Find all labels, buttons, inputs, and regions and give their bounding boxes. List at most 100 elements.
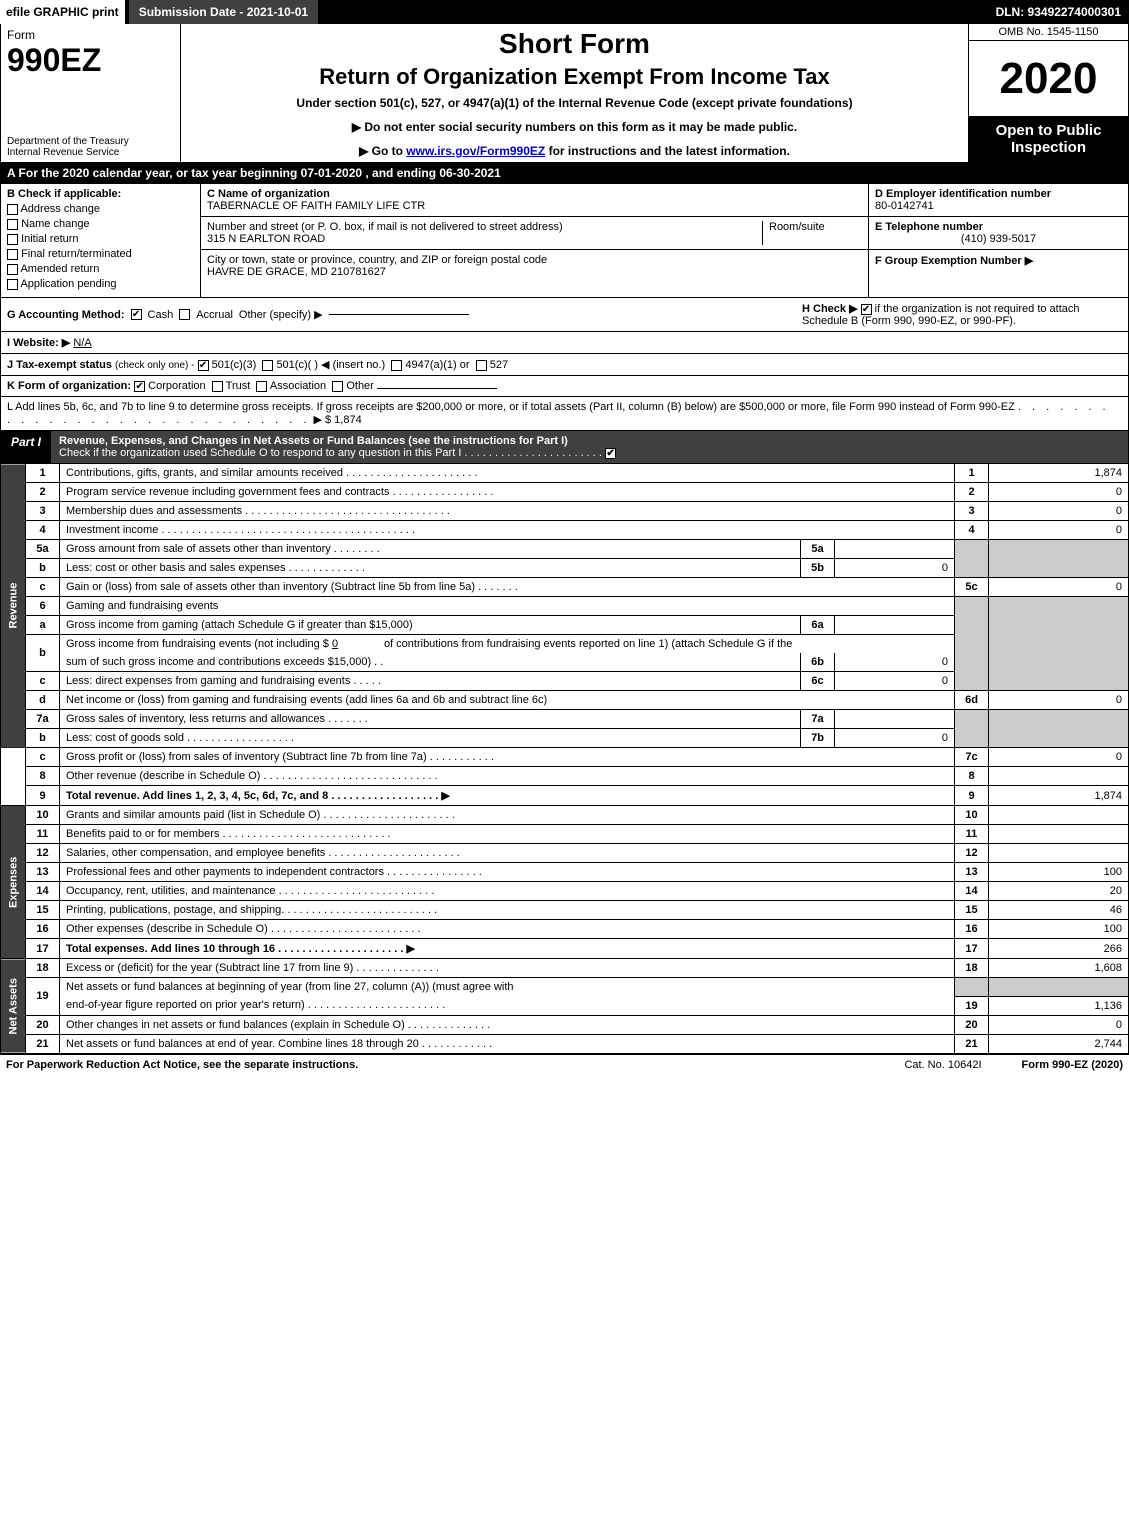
line-14: 14Occupancy, rent, utilities, and mainte… xyxy=(1,882,1129,901)
other-org-input[interactable] xyxy=(377,388,497,389)
label-initial-return: Initial return xyxy=(21,233,78,245)
chk-application-pending[interactable]: Application pending xyxy=(7,278,194,290)
section-gh: G Accounting Method: ✔ Cash Accrual Othe… xyxy=(0,298,1129,332)
f-label: F Group Exemption Number ▶ xyxy=(875,254,1122,267)
line-8: 8Other revenue (describe in Schedule O) … xyxy=(1,767,1129,786)
chk-other[interactable] xyxy=(332,381,343,392)
form-number: 990EZ xyxy=(7,42,174,79)
label-501c3: 501(c)(3) xyxy=(212,359,257,371)
section-j: J Tax-exempt status (check only one) - ✔… xyxy=(0,354,1129,376)
chk-accrual[interactable] xyxy=(179,309,190,320)
line-15: 15Printing, publications, postage, and s… xyxy=(1,901,1129,920)
header-mid: Short Form Return of Organization Exempt… xyxy=(181,24,968,162)
line-5a: 5aGross amount from sale of assets other… xyxy=(1,540,1129,559)
other-specify-input[interactable] xyxy=(329,314,469,315)
part1-label: Part I xyxy=(1,431,51,463)
irs-link[interactable]: www.irs.gov/Form990EZ xyxy=(406,144,545,158)
e-label: E Telephone number xyxy=(875,221,1122,233)
chk-assoc[interactable] xyxy=(256,381,267,392)
chk-amended-return[interactable]: Amended return xyxy=(7,263,194,275)
ein: 80-0142741 xyxy=(875,200,1122,212)
line-10: Expenses 10Grants and similar amounts pa… xyxy=(1,806,1129,825)
org-name: TABERNACLE OF FAITH FAMILY LIFE CTR xyxy=(207,200,862,212)
line-13: 13Professional fees and other payments t… xyxy=(1,863,1129,882)
line-7a: 7aGross sales of inventory, less returns… xyxy=(1,710,1129,729)
goto-line: ▶ Go to www.irs.gov/Form990EZ for instru… xyxy=(187,144,962,158)
dln: DLN: 93492274000301 xyxy=(988,5,1129,19)
revenue-table: Revenue 1 Contributions, gifts, grants, … xyxy=(0,464,1129,1054)
chk-501c[interactable] xyxy=(262,360,273,371)
side-netassets: Net Assets xyxy=(1,959,26,1054)
line-6d: dNet income or (loss) from gaming and fu… xyxy=(1,691,1129,710)
line-16: 16Other expenses (describe in Schedule O… xyxy=(1,920,1129,939)
pra-notice: For Paperwork Reduction Act Notice, see … xyxy=(6,1059,358,1071)
section-k: K Form of organization: ✔ Corporation Tr… xyxy=(0,376,1129,397)
line-19b: end-of-year figure reported on prior yea… xyxy=(1,996,1129,1015)
label-trust: Trust xyxy=(226,380,251,392)
label-other-specify: Other (specify) ▶ xyxy=(239,308,323,321)
section-b: B Check if applicable: Address change Na… xyxy=(1,184,201,297)
dept-line-1: Department of the Treasury xyxy=(7,136,174,147)
side-expenses: Expenses xyxy=(1,806,26,959)
org-city: HAVRE DE GRACE, MD 210781627 xyxy=(207,266,862,278)
chk-corp[interactable]: ✔ xyxy=(134,381,145,392)
form-word: Form xyxy=(7,28,174,42)
phone: (410) 939-5017 xyxy=(875,233,1122,245)
chk-final-return[interactable]: Final return/terminated xyxy=(7,248,194,260)
label-address-change: Address change xyxy=(20,203,100,215)
label-application-pending: Application pending xyxy=(20,278,116,290)
label-corp: Corporation xyxy=(148,380,205,392)
top-bar: efile GRAPHIC print Submission Date - 20… xyxy=(0,0,1129,24)
line-5c: cGain or (loss) from sale of assets othe… xyxy=(1,578,1129,597)
warning-line: ▶ Do not enter social security numbers o… xyxy=(187,120,962,134)
main-title: Return of Organization Exempt From Incom… xyxy=(187,64,962,90)
chk-trust[interactable] xyxy=(212,381,223,392)
website-value: N/A xyxy=(73,337,91,349)
part1-title: Revenue, Expenses, and Changes in Net As… xyxy=(51,431,1128,463)
goto-pre: ▶ Go to xyxy=(359,144,406,158)
section-def: D Employer identification number 80-0142… xyxy=(868,184,1128,297)
j-label: J Tax-exempt status xyxy=(7,359,112,371)
label-527: 527 xyxy=(490,359,508,371)
omb-number: OMB No. 1545-1150 xyxy=(969,24,1128,41)
chk-initial-return[interactable]: Initial return xyxy=(7,233,194,245)
section-c: C Name of organization TABERNACLE OF FAI… xyxy=(201,184,868,297)
chk-501c3[interactable]: ✔ xyxy=(198,360,209,371)
room-suite-label: Room/suite xyxy=(762,221,862,245)
cat-no: Cat. No. 10642I xyxy=(904,1059,981,1071)
l-text: L Add lines 5b, 6c, and 7b to line 9 to … xyxy=(7,401,1015,413)
open-to-public: Open to Public Inspection xyxy=(969,116,1128,162)
line-9: 9Total revenue. Add lines 1, 2, 3, 4, 5c… xyxy=(1,786,1129,806)
g-label: G Accounting Method: xyxy=(7,309,125,321)
line-4: 4Investment income . . . . . . . . . . .… xyxy=(1,521,1129,540)
chk-cash[interactable]: ✔ xyxy=(131,309,142,320)
d-label: D Employer identification number xyxy=(875,188,1122,200)
addr-label: Number and street (or P. O. box, if mail… xyxy=(207,221,762,233)
info-grid: B Check if applicable: Address change Na… xyxy=(0,184,1129,298)
chk-address-change[interactable]: Address change xyxy=(7,203,194,215)
chk-527[interactable] xyxy=(476,360,487,371)
label-accrual: Accrual xyxy=(196,309,233,321)
form-header: Form 990EZ Department of the Treasury In… xyxy=(0,24,1129,163)
h-label: H Check ▶ xyxy=(802,303,858,315)
line-2: 2Program service revenue including gover… xyxy=(1,483,1129,502)
c-label: C Name of organization xyxy=(207,188,862,200)
efile-label: efile GRAPHIC print xyxy=(0,0,125,24)
chk-name-change[interactable]: Name change xyxy=(7,218,194,230)
part1-bar: Part I Revenue, Expenses, and Changes in… xyxy=(0,431,1129,464)
under-section: Under section 501(c), 527, or 4947(a)(1)… xyxy=(187,96,962,110)
line-18: Net Assets 18Excess or (deficit) for the… xyxy=(1,959,1129,978)
chk-h[interactable]: ✔ xyxy=(861,304,872,315)
line-21: 21Net assets or fund balances at end of … xyxy=(1,1034,1129,1053)
form-ref: Form 990-EZ (2020) xyxy=(1022,1059,1123,1071)
label-4947: 4947(a)(1) or xyxy=(405,359,469,371)
chk-schedule-o[interactable]: ✔ xyxy=(605,448,616,459)
tax-period: A For the 2020 calendar year, or tax yea… xyxy=(0,163,1129,184)
chk-4947[interactable] xyxy=(391,360,402,371)
label-final-return: Final return/terminated xyxy=(21,248,132,260)
section-b-title: B Check if applicable: xyxy=(7,188,194,200)
line-6: 6Gaming and fundraising events xyxy=(1,597,1129,616)
line-7c: cGross profit or (loss) from sales of in… xyxy=(1,748,1129,767)
short-form-title: Short Form xyxy=(187,28,962,60)
label-name-change: Name change xyxy=(21,218,90,230)
